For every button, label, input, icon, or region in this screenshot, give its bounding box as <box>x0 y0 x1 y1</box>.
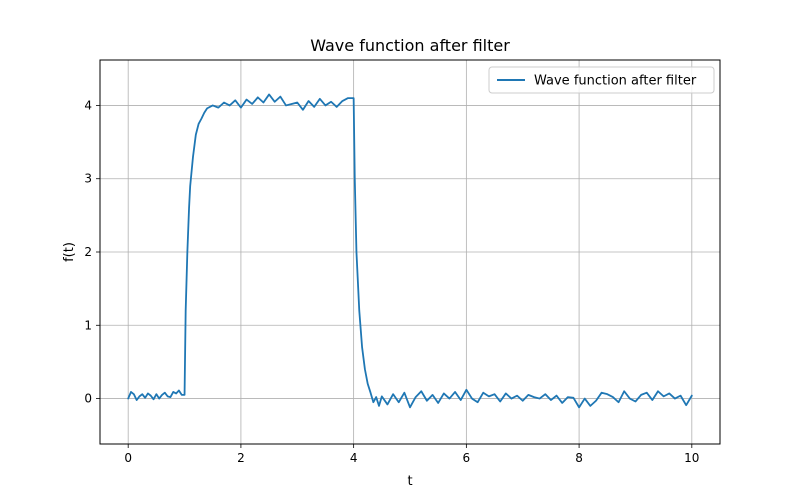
y-tick-label: 0 <box>84 392 92 406</box>
legend-label: Wave function after filter <box>534 74 697 89</box>
tick-layer: 0 2 4 6 8 10 0 1 2 3 4 <box>84 98 699 465</box>
x-tick-label: 6 <box>463 451 471 465</box>
y-tick-label: 3 <box>84 172 92 186</box>
series-layer <box>127 93 693 409</box>
series-line <box>127 93 693 409</box>
y-tick-label: 4 <box>84 98 92 112</box>
x-tick-label: 2 <box>237 451 245 465</box>
y-tick-label: 2 <box>84 245 92 259</box>
x-axis-label: t <box>407 474 412 489</box>
x-tick-label: 10 <box>684 451 699 465</box>
x-tick-label: 4 <box>350 451 358 465</box>
legend: Wave function after filter <box>488 66 715 94</box>
legend-box <box>488 66 715 94</box>
y-axis-label: f(t) <box>62 242 77 262</box>
chart-title: Wave function after filter <box>310 36 510 55</box>
x-tick-label: 8 <box>575 451 583 465</box>
y-tick-label: 1 <box>84 318 92 332</box>
x-tick-label: 0 <box>124 451 132 465</box>
